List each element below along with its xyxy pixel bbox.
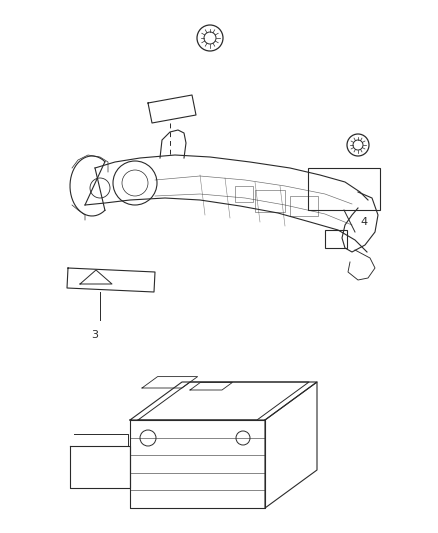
Bar bbox=[325, 230, 347, 248]
Bar bbox=[290, 196, 318, 216]
Text: 3: 3 bbox=[92, 330, 99, 340]
Bar bbox=[255, 190, 285, 212]
Text: 4: 4 bbox=[360, 217, 367, 227]
Bar bbox=[235, 186, 253, 202]
Bar bbox=[308, 168, 380, 210]
